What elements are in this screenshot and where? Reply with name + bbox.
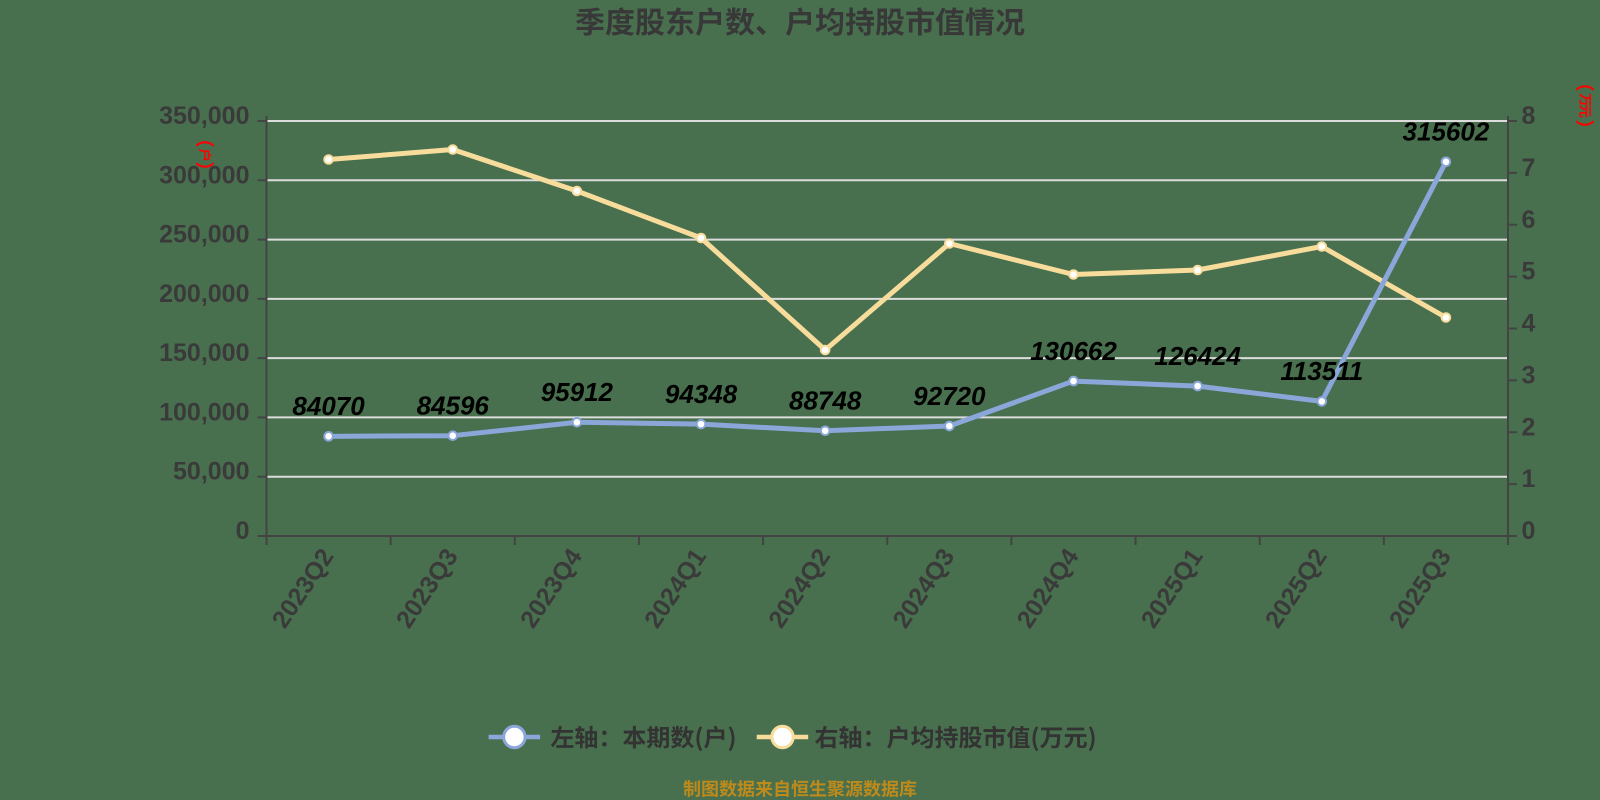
- svg-text:126424: 126424: [1154, 341, 1241, 371]
- svg-text:84596: 84596: [417, 390, 490, 420]
- svg-text:113511: 113511: [1280, 356, 1363, 386]
- svg-text:7: 7: [1522, 154, 1536, 182]
- svg-text:315602: 315602: [1403, 116, 1490, 146]
- svg-text:150,000: 150,000: [159, 339, 249, 367]
- svg-text:0: 0: [236, 517, 250, 545]
- svg-text:250,000: 250,000: [159, 221, 249, 249]
- svg-text:300,000: 300,000: [159, 161, 249, 189]
- svg-text:5: 5: [1522, 258, 1536, 286]
- svg-text:100,000: 100,000: [159, 398, 249, 426]
- svg-text:8: 8: [1522, 102, 1536, 130]
- svg-text:88748: 88748: [789, 385, 862, 415]
- svg-text:130662: 130662: [1030, 336, 1117, 366]
- svg-text:3: 3: [1522, 361, 1536, 389]
- svg-text:6: 6: [1522, 206, 1536, 234]
- svg-text:200,000: 200,000: [159, 280, 249, 308]
- svg-text:84070: 84070: [292, 391, 365, 421]
- svg-text:95912: 95912: [541, 377, 614, 407]
- svg-text:2: 2: [1522, 413, 1536, 441]
- svg-text:50,000: 50,000: [173, 458, 249, 486]
- svg-text:350,000: 350,000: [159, 102, 249, 130]
- svg-text:1: 1: [1522, 465, 1536, 493]
- svg-text:94348: 94348: [665, 379, 738, 409]
- svg-text:92720: 92720: [913, 381, 986, 411]
- svg-text:4: 4: [1522, 310, 1536, 338]
- svg-text:0: 0: [1522, 517, 1536, 545]
